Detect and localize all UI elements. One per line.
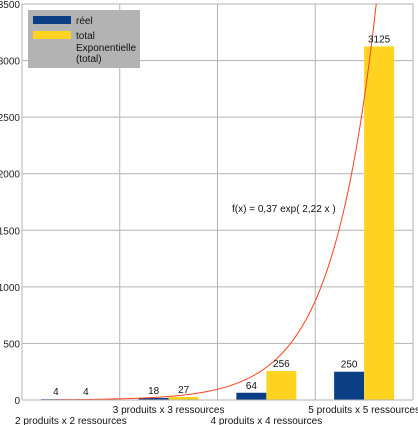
legend-swatch-total — [33, 31, 71, 39]
bar-reel — [334, 371, 365, 400]
legend-label-reel: réel — [76, 16, 93, 27]
trendline-equation: f(x) = 0,37 exp( 2,22 x ) — [232, 204, 336, 215]
data-label: 256 — [273, 359, 290, 370]
y-tick-label: 3000 — [0, 57, 20, 68]
x-category-label: 5 produits x 5 ressources — [308, 405, 418, 416]
y-tick-label: 2500 — [0, 113, 20, 124]
x-category-label: 2 produits x 2 ressources — [15, 416, 127, 425]
trendline — [51, 3, 377, 401]
exponential-trendline — [51, 3, 377, 401]
legend-label-exponential: Exponentielle (total) — [76, 43, 139, 65]
bar-reel — [138, 397, 169, 400]
bar-reel — [236, 392, 267, 400]
data-label: 4 — [83, 387, 89, 398]
data-label: 18 — [148, 386, 160, 397]
y-tick-label: 1000 — [0, 283, 20, 294]
data-label: 27 — [178, 385, 190, 396]
bar-total — [168, 396, 199, 400]
legend-swatch-reel — [33, 16, 71, 24]
y-tick-label: 500 — [3, 339, 20, 350]
axes: 0 500 1000 1500 2000 2500 3000 3500 — [0, 0, 413, 407]
bars — [40, 46, 395, 401]
labels: 4 4 2 produits x 2 ressources 18 27 3 produit… — [15, 34, 418, 425]
x-category-label: 3 produits x 3 ressources — [113, 405, 225, 416]
x-category-label: 4 produits x 4 ressources — [211, 416, 323, 425]
grid-lines — [21, 3, 414, 401]
legend: réel total Exponentielle (total) — [28, 10, 140, 68]
data-label: 4 — [53, 387, 59, 398]
y-tick-label: 0 — [14, 396, 20, 407]
legend-label-total: total — [76, 31, 95, 42]
y-tick-label: 2000 — [0, 170, 20, 181]
bar-total — [266, 371, 297, 400]
y-tick-label: 3500 — [0, 0, 20, 11]
data-label: 64 — [246, 381, 258, 392]
data-label: 3125 — [368, 34, 391, 45]
y-tick-label: 1500 — [0, 226, 20, 237]
bar-total — [364, 46, 395, 401]
data-label: 250 — [341, 360, 358, 371]
